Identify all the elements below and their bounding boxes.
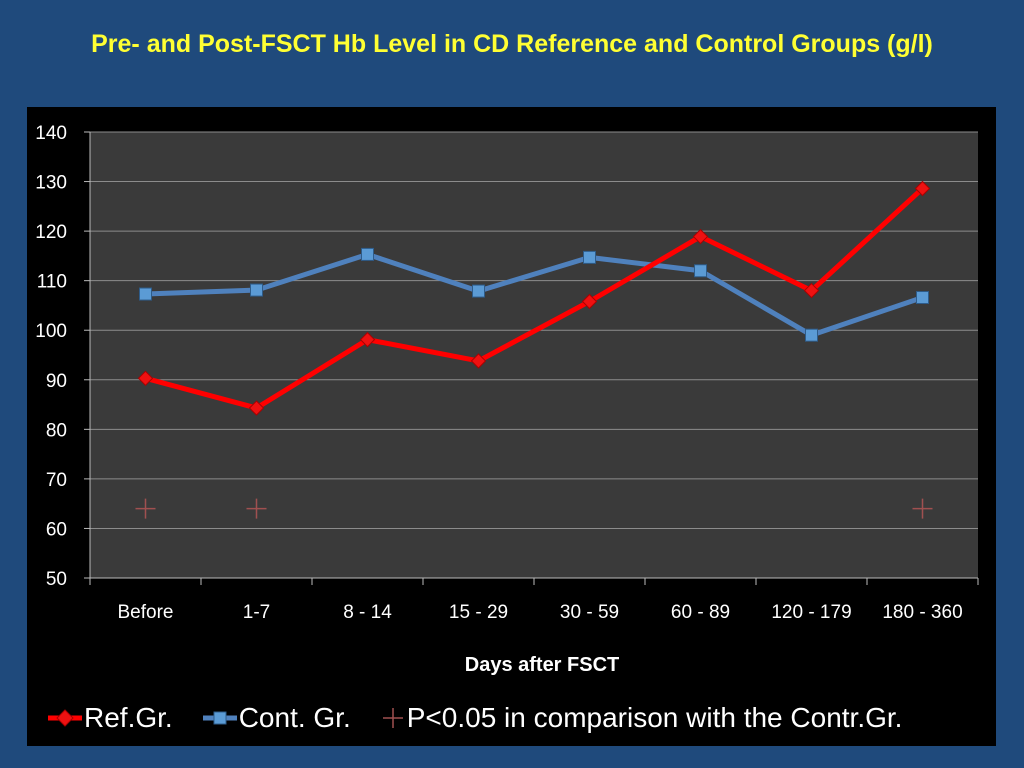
ref-data-point xyxy=(803,282,820,299)
y-tick-label: 70 xyxy=(46,470,67,491)
ref-data-point xyxy=(470,353,487,369)
cont-data-point xyxy=(361,247,374,261)
y-tick-label: 120 xyxy=(35,222,67,243)
legend-item-cont: Cont. Gr. xyxy=(202,702,351,734)
cont-data-point xyxy=(916,291,929,305)
cont-data-point xyxy=(694,264,707,278)
y-tick-label: 90 xyxy=(46,371,67,392)
chart-panel: 50 60 70 80 90 100 110 120 130 140 Before 1-7 8 - 14… xyxy=(27,107,996,746)
ref-data-point xyxy=(914,180,931,197)
y-tick-label: 50 xyxy=(46,569,67,590)
series-line-ref xyxy=(144,186,925,411)
x-tick-label: 15 - 29 xyxy=(449,602,508,623)
cont-data-point xyxy=(583,250,596,264)
plot-area xyxy=(90,132,978,578)
significance-marker xyxy=(912,498,933,519)
cont-data-point xyxy=(139,287,152,301)
x-tick-label: 120 - 179 xyxy=(771,602,851,623)
x-tick-label: Before xyxy=(118,602,174,623)
ref-data-point xyxy=(137,370,154,386)
x-tick-label: 60 - 89 xyxy=(671,602,730,623)
y-tick-label: 60 xyxy=(46,519,67,540)
cont-data-point xyxy=(472,284,485,298)
legend-cont-line-icon xyxy=(202,711,237,725)
legend-item-significance: P<0.05 in comparison with the Contr.Gr. xyxy=(381,702,903,734)
cont-data-point xyxy=(250,283,263,297)
x-tick-label: 30 - 59 xyxy=(560,602,619,623)
x-tick-label: 8 - 14 xyxy=(343,602,392,623)
ref-data-point xyxy=(359,331,376,348)
legend-significance-label: P<0.05 in comparison with the Contr.Gr. xyxy=(406,702,903,733)
significance-marker xyxy=(246,498,267,519)
x-tick-label: 1-7 xyxy=(243,602,270,623)
ref-data-point xyxy=(692,228,709,245)
y-tick-label: 110 xyxy=(37,272,67,293)
line-chart: 50 60 70 80 90 100 110 120 130 140 Before 1-7 8 - 14… xyxy=(35,123,979,676)
legend-plus-marker-icon xyxy=(382,708,403,728)
cont-data-point xyxy=(805,328,818,342)
x-axis-label: Days after FSCT xyxy=(465,654,620,676)
y-tick-label: 130 xyxy=(35,173,67,194)
ref-data-point xyxy=(581,293,598,310)
legend-cont-label: Cont. Gr. xyxy=(238,702,351,733)
legend-ref-label: Ref.Gr. xyxy=(84,702,173,733)
page-title: Pre- and Post-FSCT Hb Level in CD Refere… xyxy=(91,30,933,58)
series-line-cont xyxy=(145,251,924,338)
legend: Ref.Gr. Cont. Gr. P<0.05 in comparison w… xyxy=(48,700,932,736)
ref-data-point xyxy=(248,400,265,416)
y-tick-label: 80 xyxy=(46,420,67,441)
x-tick-label: 180 - 360 xyxy=(882,602,962,623)
legend-item-ref: Ref.Gr. xyxy=(48,702,173,734)
legend-ref-line-icon xyxy=(48,709,82,727)
significance-marker xyxy=(135,498,156,519)
y-tick-label: 140 xyxy=(35,123,67,144)
y-tick-label: 100 xyxy=(35,321,67,342)
